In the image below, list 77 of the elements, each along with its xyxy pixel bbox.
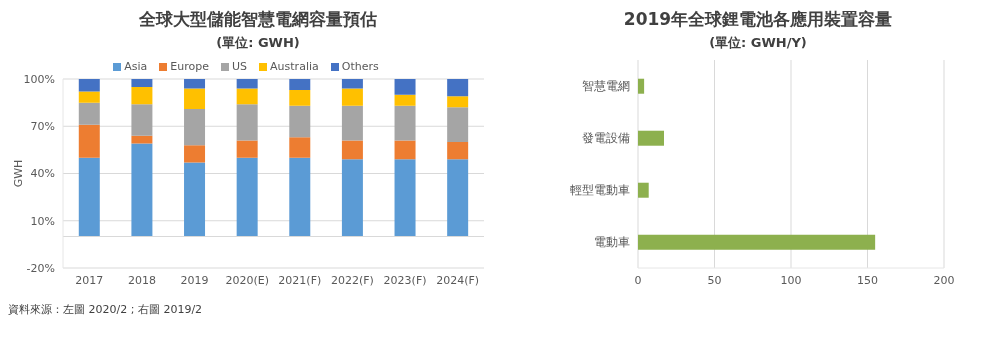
x-tick-label: 2023(F) — [383, 273, 427, 287]
bar — [236, 88, 258, 105]
legend-label: Australia — [270, 60, 319, 73]
bar — [447, 107, 469, 142]
bar — [289, 157, 311, 237]
bar — [184, 145, 206, 163]
bar — [78, 102, 100, 125]
bar — [638, 130, 665, 146]
bar — [638, 78, 645, 94]
bar — [638, 234, 876, 250]
bar — [289, 79, 311, 91]
bar — [447, 79, 469, 97]
y-tick-label: 40% — [30, 167, 55, 181]
bar — [341, 105, 363, 141]
bar — [131, 143, 153, 237]
x-tick-label: 0 — [634, 273, 642, 287]
x-tick-label: 2017 — [75, 273, 104, 287]
bar — [289, 105, 311, 138]
y-tick-label: 10% — [30, 214, 55, 228]
bar — [341, 88, 363, 106]
bar — [236, 79, 258, 89]
bar — [394, 159, 416, 237]
bar — [131, 86, 153, 105]
bar — [78, 79, 100, 92]
bar — [447, 142, 469, 160]
x-tick-label: 2018 — [127, 273, 156, 287]
y-tick-label: 70% — [30, 120, 55, 134]
x-tick-label: 2024(F) — [436, 273, 480, 287]
bar — [131, 135, 153, 144]
y-tick-label: 電動車 — [594, 235, 630, 250]
bar — [78, 91, 100, 103]
bar — [638, 182, 649, 198]
y-tick-label: 輕型電動車 — [570, 183, 630, 198]
bar — [447, 159, 469, 237]
bar — [289, 137, 311, 158]
bar — [184, 108, 206, 146]
bar — [184, 162, 206, 237]
legend-label: Europe — [170, 60, 210, 73]
bar — [236, 104, 258, 141]
x-tick-label: 100 — [780, 273, 802, 287]
y-tick-label: 發電設備 — [582, 131, 630, 146]
bar — [447, 96, 469, 108]
x-tick-label: 2020(E) — [225, 273, 269, 287]
bar — [394, 140, 416, 160]
bar — [78, 157, 100, 237]
chart-subtitle: (單位: GWH/Y) — [708, 34, 808, 52]
x-tick-label: 2021(F) — [278, 273, 322, 287]
x-tick-label: 50 — [707, 273, 722, 287]
legend-label: Others — [341, 60, 379, 73]
bar — [394, 105, 416, 141]
bar — [236, 157, 258, 237]
bar — [184, 79, 206, 89]
legend-label: US — [232, 60, 248, 73]
bar — [236, 140, 258, 158]
y-axis-title: GWH — [11, 159, 25, 188]
bar — [184, 88, 206, 109]
bar — [131, 104, 153, 136]
bar — [394, 79, 416, 95]
x-tick-label: 150 — [857, 273, 878, 287]
bar — [341, 159, 363, 237]
bar — [394, 94, 416, 106]
y-tick-label: 智慧電網 — [582, 79, 630, 94]
chart-subtitle: (單位: GWH) — [215, 34, 301, 52]
y-tick-label: 100% — [23, 72, 55, 86]
chart-title: 全球大型儲能智慧電網容量預估 — [138, 8, 378, 30]
chart-title: 2019年全球鋰電池各應用裝置容量 — [622, 8, 894, 30]
source-note: 資料來源：左圖 2020/2 ; 右圖 2019/2 — [8, 302, 204, 317]
x-tick-label: 200 — [933, 273, 955, 287]
bar — [341, 79, 363, 89]
legend-label: Asia — [124, 60, 148, 73]
bar — [78, 124, 100, 158]
bar — [341, 140, 363, 160]
y-tick-label: -20% — [26, 261, 55, 275]
bar — [131, 79, 153, 87]
bar — [289, 90, 311, 106]
x-tick-label: 2019 — [180, 273, 209, 287]
x-tick-label: 2022(F) — [330, 273, 374, 287]
